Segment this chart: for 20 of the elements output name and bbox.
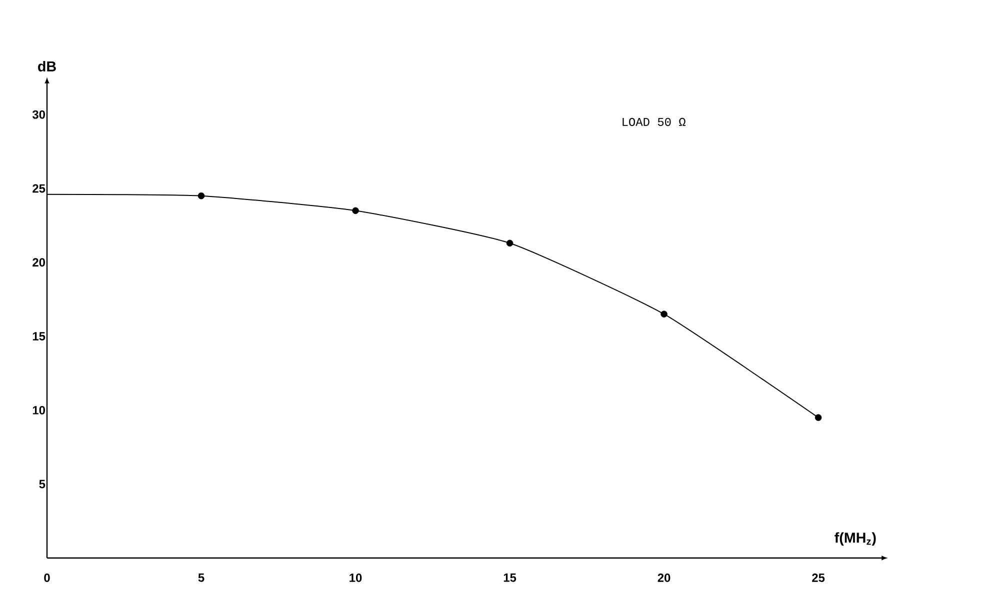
point (660, 310, 668, 318)
y-tick-label: 10 (32, 406, 45, 414)
point (352, 207, 359, 214)
x-tick-label: 0 (44, 574, 50, 582)
x-tick-label: 25 (812, 574, 825, 582)
y-tick-label: 25 (32, 184, 46, 193)
y-axis-title: dB (38, 60, 56, 72)
x-tick-label: 15 (504, 574, 516, 582)
point (814, 414, 822, 421)
x-tick-label: 5 (198, 574, 204, 582)
annotation: LOAD 50 Ω (622, 118, 686, 126)
point (198, 192, 205, 200)
y-tick-label: 30 (32, 110, 45, 119)
y-tick-label: 20 (32, 258, 45, 267)
point (506, 240, 514, 247)
x-tick-label: 10 (350, 574, 362, 582)
y-tick-label: 5 (39, 480, 46, 488)
y-tick-label: 15 (32, 332, 46, 340)
x-axis-title: f(MH$_{z}$) (834, 532, 876, 546)
x-tick-label: 20 (658, 574, 670, 582)
